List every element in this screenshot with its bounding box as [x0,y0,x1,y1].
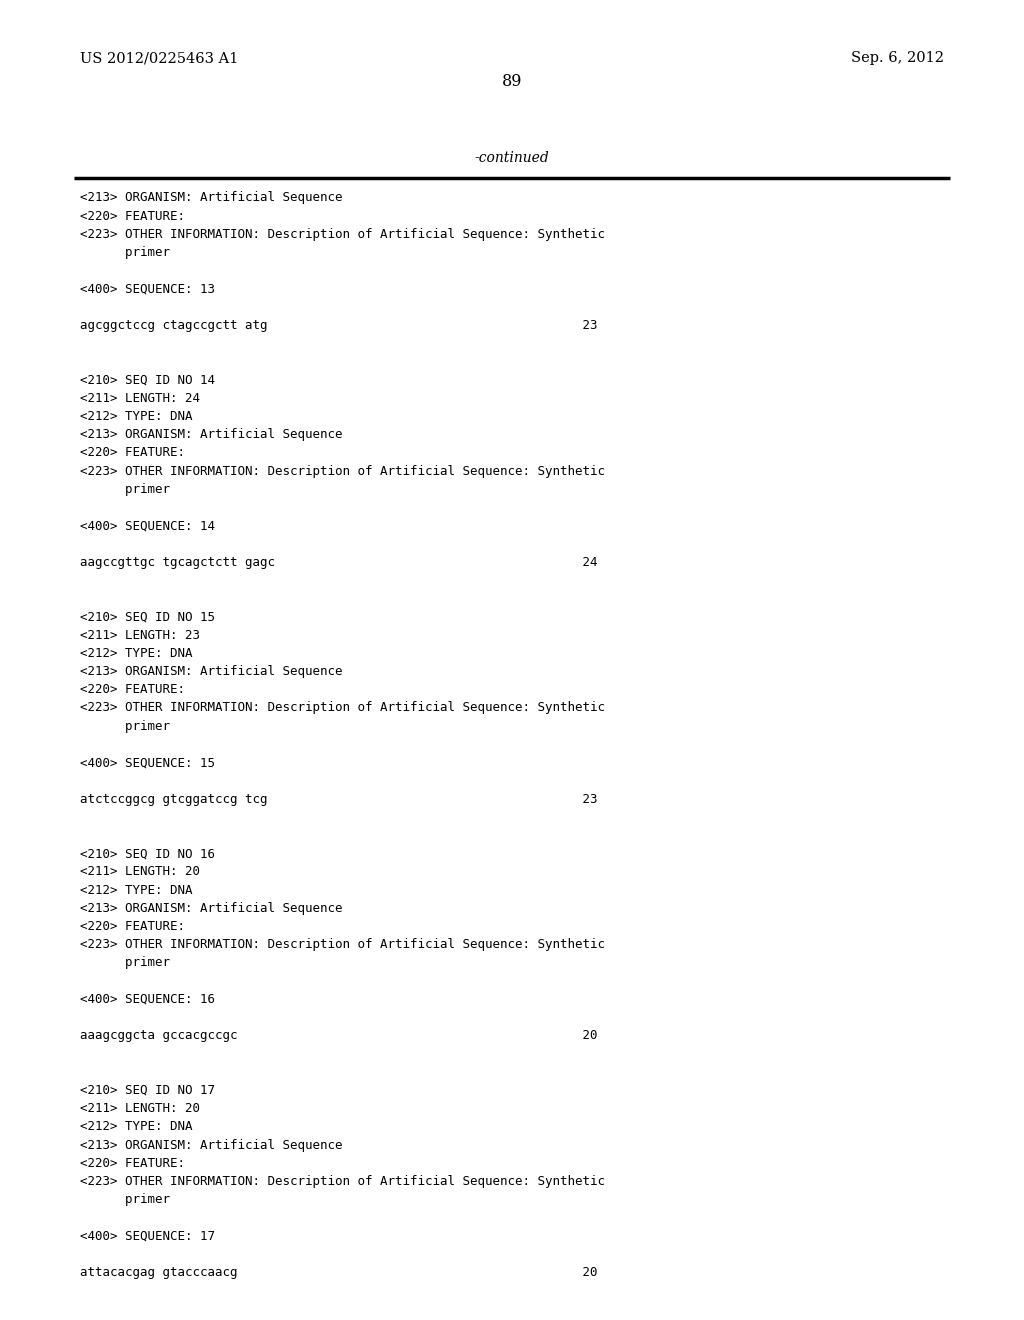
Text: <210> SEQ ID NO 17: <210> SEQ ID NO 17 [80,1084,215,1097]
Text: agcggctccg ctagccgctt atg                                          23: agcggctccg ctagccgctt atg 23 [80,319,597,331]
Text: primer: primer [80,246,170,259]
Text: <211> LENGTH: 20: <211> LENGTH: 20 [80,866,200,878]
Text: <213> ORGANISM: Artificial Sequence: <213> ORGANISM: Artificial Sequence [80,665,342,678]
Text: <220> FEATURE:: <220> FEATURE: [80,920,185,933]
Text: <400> SEQUENCE: 15: <400> SEQUENCE: 15 [80,756,215,770]
Text: <211> LENGTH: 20: <211> LENGTH: 20 [80,1102,200,1115]
Text: <213> ORGANISM: Artificial Sequence: <213> ORGANISM: Artificial Sequence [80,428,342,441]
Text: <212> TYPE: DNA: <212> TYPE: DNA [80,647,193,660]
Text: -continued: -continued [475,152,549,165]
Text: 89: 89 [502,74,522,90]
Text: <210> SEQ ID NO 14: <210> SEQ ID NO 14 [80,374,215,387]
Text: <220> FEATURE:: <220> FEATURE: [80,210,185,223]
Text: <212> TYPE: DNA: <212> TYPE: DNA [80,883,193,896]
Text: <210> SEQ ID NO 15: <210> SEQ ID NO 15 [80,610,215,623]
Text: <212> TYPE: DNA: <212> TYPE: DNA [80,411,193,422]
Text: <223> OTHER INFORMATION: Description of Artificial Sequence: Synthetic: <223> OTHER INFORMATION: Description of … [80,465,605,478]
Text: attacacgag gtacccaacg                                              20: attacacgag gtacccaacg 20 [80,1266,597,1279]
Text: <213> ORGANISM: Artificial Sequence: <213> ORGANISM: Artificial Sequence [80,902,342,915]
Text: <213> ORGANISM: Artificial Sequence: <213> ORGANISM: Artificial Sequence [80,191,342,205]
Text: <213> ORGANISM: Artificial Sequence: <213> ORGANISM: Artificial Sequence [80,1139,342,1151]
Text: primer: primer [80,957,170,969]
Text: <223> OTHER INFORMATION: Description of Artificial Sequence: Synthetic: <223> OTHER INFORMATION: Description of … [80,1175,605,1188]
Text: atctccggcg gtcggatccg tcg                                          23: atctccggcg gtcggatccg tcg 23 [80,792,597,805]
Text: <211> LENGTH: 24: <211> LENGTH: 24 [80,392,200,405]
Text: <400> SEQUENCE: 13: <400> SEQUENCE: 13 [80,282,215,296]
Text: primer: primer [80,719,170,733]
Text: <223> OTHER INFORMATION: Description of Artificial Sequence: Synthetic: <223> OTHER INFORMATION: Description of … [80,939,605,952]
Text: <210> SEQ ID NO 16: <210> SEQ ID NO 16 [80,847,215,861]
Text: <400> SEQUENCE: 14: <400> SEQUENCE: 14 [80,519,215,532]
Text: <400> SEQUENCE: 16: <400> SEQUENCE: 16 [80,993,215,1006]
Text: <223> OTHER INFORMATION: Description of Artificial Sequence: Synthetic: <223> OTHER INFORMATION: Description of … [80,228,605,240]
Text: <223> OTHER INFORMATION: Description of Artificial Sequence: Synthetic: <223> OTHER INFORMATION: Description of … [80,701,605,714]
Text: <220> FEATURE:: <220> FEATURE: [80,684,185,696]
Text: <212> TYPE: DNA: <212> TYPE: DNA [80,1121,193,1134]
Text: primer: primer [80,1193,170,1206]
Text: <220> FEATURE:: <220> FEATURE: [80,446,185,459]
Text: aaagcggcta gccacgccgc                                              20: aaagcggcta gccacgccgc 20 [80,1030,597,1043]
Text: aagccgttgc tgcagctctt gagc                                         24: aagccgttgc tgcagctctt gagc 24 [80,556,597,569]
Text: <400> SEQUENCE: 17: <400> SEQUENCE: 17 [80,1230,215,1242]
Text: primer: primer [80,483,170,496]
Text: Sep. 6, 2012: Sep. 6, 2012 [851,51,944,65]
Text: <220> FEATURE:: <220> FEATURE: [80,1156,185,1170]
Text: US 2012/0225463 A1: US 2012/0225463 A1 [80,51,239,65]
Text: <211> LENGTH: 23: <211> LENGTH: 23 [80,628,200,642]
